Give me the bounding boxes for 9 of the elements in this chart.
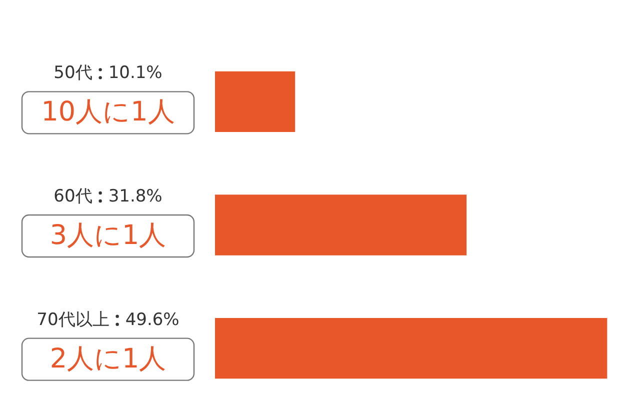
text: 10人に1人 — [41, 96, 175, 128]
data-label: 31.8% — [108, 186, 162, 206]
y-tick-label: 50代 — [54, 63, 92, 84]
y-tick-label: 60代 — [54, 186, 92, 206]
text: 2人に1人 — [50, 343, 166, 374]
data-label: 10.1% — [108, 63, 162, 84]
y-tick-label: 70代以上 — [36, 310, 110, 330]
data-label: 49.6% — [125, 310, 180, 330]
text: 3人に1人 — [50, 220, 166, 252]
